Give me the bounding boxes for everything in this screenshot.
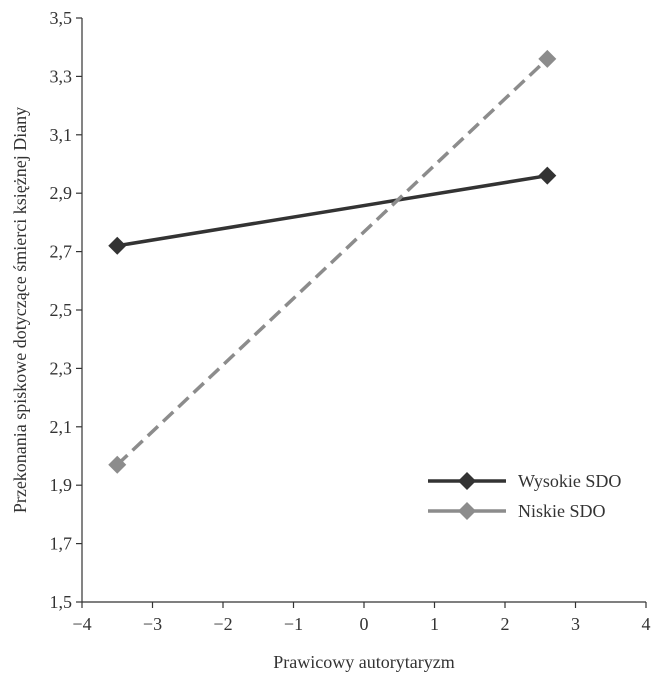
y-axis-title: Przekonania spiskowe dotyczące śmierci k… (10, 107, 30, 513)
x-tick-label: −3 (143, 614, 162, 634)
x-tick-label: 0 (360, 614, 369, 634)
y-tick-label: 3,1 (50, 125, 73, 145)
y-tick-label: 1,5 (50, 592, 73, 612)
y-tick-label: 2,7 (50, 242, 73, 262)
data-point-marker (538, 49, 557, 68)
x-tick-label: 2 (501, 614, 510, 634)
y-tick-label: 2,9 (50, 183, 73, 203)
y-tick-label: 2,3 (50, 358, 73, 378)
legend-swatch-marker (458, 502, 476, 520)
x-tick-label: 4 (642, 614, 651, 634)
series-line-2 (116, 57, 549, 467)
series-layer (108, 49, 557, 474)
x-tick-label: 1 (430, 614, 439, 634)
legend-label: Wysokie SDO (518, 471, 621, 491)
data-point-marker (108, 455, 127, 474)
data-point-marker (108, 236, 127, 255)
series-line-1 (116, 173, 548, 248)
y-tick-label: 1,7 (50, 534, 73, 554)
legend-label: Niskie SDO (518, 501, 606, 521)
legend: Wysokie SDO Niskie SDO (428, 471, 621, 521)
x-tick-label: 3 (571, 614, 580, 634)
x-axis-title: Prawicowy autorytaryzm (273, 652, 454, 672)
x-tick-label: −1 (284, 614, 303, 634)
y-tick-label: 2,5 (50, 300, 73, 320)
y-tick-label: 3,5 (50, 8, 73, 28)
y-tick-label: 2,1 (50, 417, 73, 437)
data-point-marker (538, 166, 557, 185)
axes: 1,5 1,7 1,9 2,1 2,3 2,5 2,7 2,9 3,1 3,3 3,5 −4 −3 −2 −… (50, 8, 651, 634)
legend-swatch-marker (458, 472, 476, 490)
y-tick-label: 1,9 (50, 475, 73, 495)
x-tick-label: −4 (72, 614, 91, 634)
y-tick-label: 3,3 (50, 66, 73, 86)
x-tick-label: −2 (213, 614, 232, 634)
